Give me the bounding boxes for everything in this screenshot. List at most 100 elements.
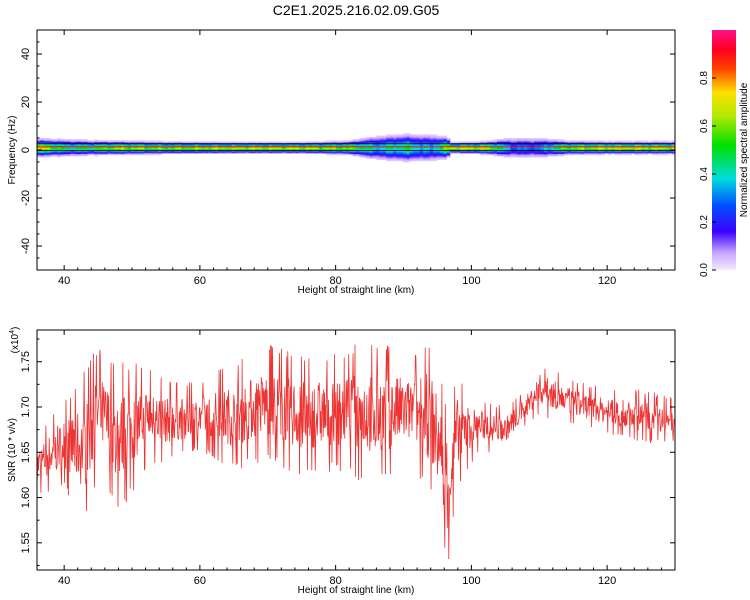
spectrogram-cell (550, 147, 555, 150)
spectrogram-cell (493, 147, 498, 150)
spectrogram-cell (167, 152, 172, 154)
spectrogram-cell (386, 157, 390, 159)
spectrogram-cell (184, 148, 189, 151)
spectrogram-cell (490, 151, 495, 153)
spectrogram-cell (466, 147, 471, 150)
spectrogram-cell (382, 154, 387, 157)
spectrogram-cell (403, 156, 407, 158)
spectrogram-cell (151, 140, 155, 142)
spectrogram-cell (523, 148, 528, 151)
spectrogram-cell (530, 138, 535, 140)
spectrogram-cell (43, 141, 48, 144)
spectrogram-cell (40, 153, 45, 156)
spectrogram-cell (37, 154, 41, 157)
spectrogram-cell (607, 151, 612, 153)
spectrogram-cell (342, 153, 347, 156)
spectrogram-cell (312, 151, 317, 153)
spectrogram-cell (661, 152, 666, 154)
spectrogram-cell (379, 156, 384, 158)
spectrogram-cell (587, 153, 592, 156)
spectrogram-cell (329, 144, 333, 146)
spectrogram-cell (654, 153, 659, 156)
spectrogram-cell (275, 152, 280, 154)
spectrogram-cell (403, 158, 407, 160)
spectrogram-cell (664, 147, 669, 150)
spectrogram-cell (382, 156, 387, 158)
spectrogram-cell (362, 154, 367, 157)
spectrogram-cell (483, 148, 488, 151)
spectrogram-cell (272, 141, 276, 144)
spectrogram-cell (406, 147, 411, 150)
spectrogram-cell (235, 152, 239, 154)
spectrogram-cell (627, 151, 632, 153)
spectrogram-cell (251, 147, 256, 150)
spectrogram-cell (517, 147, 521, 150)
spectrogram-cell (389, 147, 394, 150)
spectrogram-cell (423, 135, 427, 138)
spectrogram-cell (399, 157, 404, 159)
spectrogram-cell (584, 140, 589, 142)
spectrogram-cell (520, 139, 525, 141)
spectrogram-cell (517, 138, 521, 140)
spectrogram-cell (557, 140, 562, 142)
spectrogram-cell (664, 148, 669, 151)
spectrogram-cell (507, 139, 511, 141)
spectrogram-cell (497, 145, 501, 147)
spectrogram-cell (443, 139, 448, 141)
spectrogram-cell (382, 139, 387, 141)
spectrogram-cell (443, 151, 448, 153)
spectrogram-cell (453, 147, 458, 150)
spectrogram-cell (661, 145, 666, 147)
spectrogram-cell (352, 145, 357, 147)
spectrogram-cell (382, 145, 387, 147)
spectrogram-cell (228, 151, 233, 153)
spectrogram-cell (47, 145, 51, 147)
spectrogram-cell (366, 136, 370, 139)
spectrogram-cell (530, 145, 535, 147)
spectrogram-cell (43, 139, 48, 141)
spectrogram-cell (137, 148, 142, 151)
spectrogram-cell (124, 144, 129, 146)
spectrogram-cell (204, 144, 209, 146)
spectrogram-cell (60, 141, 65, 144)
spectrogram-cell (429, 144, 434, 146)
spectrogram-cell (359, 145, 364, 147)
spectrogram-cell (325, 145, 330, 147)
spectrogram-cell (319, 145, 323, 147)
colorbar-tick-label: 0.0 (699, 263, 710, 277)
spectrogram-cell (403, 160, 407, 163)
spectrogram-cell (604, 147, 609, 150)
spectrogram-cell (463, 147, 468, 150)
spectrogram-cell (174, 152, 179, 154)
spectrogram-cell (53, 145, 58, 147)
spectrogram-cell (214, 152, 219, 154)
spectrogram-cell (624, 148, 629, 151)
spectrogram-cell (429, 145, 434, 147)
spectrogram-cell (275, 151, 280, 153)
spectrogram-cell (124, 147, 129, 150)
spectrogram-cell (658, 145, 662, 147)
spectrogram-cell (567, 141, 572, 144)
spectrogram-cell (436, 141, 441, 144)
spectrogram-cell (312, 141, 317, 144)
spectrogram-cell (90, 140, 95, 142)
spectrogram-cell (73, 154, 78, 157)
spectrogram-cell (40, 140, 45, 142)
spectrogram-cell (77, 152, 82, 154)
spectrogram-cell (386, 135, 390, 138)
spectrogram-cell (90, 145, 95, 147)
spectrogram-cell (611, 145, 615, 147)
spectrogram-cell (77, 147, 82, 150)
spectrogram-cell (500, 144, 505, 146)
spectrogram-cell (53, 140, 58, 142)
spectrogram-cell (312, 148, 317, 151)
spectrogram-cell (144, 148, 149, 151)
spectrogram-cell (137, 151, 142, 153)
spectrogram-cell (362, 156, 367, 158)
spectrogram-cell (530, 151, 535, 153)
spectrogram-cell (342, 152, 347, 154)
spectrogram-cell (607, 148, 612, 151)
spectrogram-cell (63, 148, 68, 151)
spectrogram-cell (607, 141, 612, 144)
spectrogram-cell (235, 151, 239, 153)
